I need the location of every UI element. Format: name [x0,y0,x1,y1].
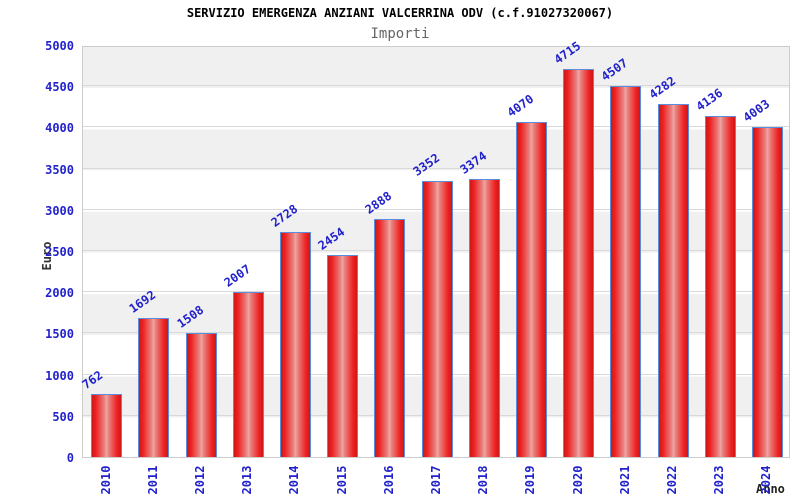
bar [138,317,170,457]
chart-subtitle: Importi [370,26,430,42]
bar-value-label: 3374 [457,148,489,177]
bar [185,332,217,457]
gridline [83,126,789,128]
bar [91,394,123,457]
y-tick-label: 4000 [45,121,74,136]
y-tick-label: 5000 [45,39,74,53]
bar [563,68,595,457]
chart-title: SERVIZIO EMERGENZA ANZIANI VALCERRINA OD… [186,6,614,20]
plot-area: 762 1692 1508 2007 2728 2454 2888 3352 3374 4070 4… [79,38,790,458]
bar-value-label: 4003 [740,96,773,126]
x-tick-label: 2010 [98,465,113,495]
x-tick-label: 2019 [523,465,538,495]
x-axis-title: Anno [756,482,785,496]
bar-value-label: 3352 [410,150,442,179]
bar-value-label: 2007 [221,261,253,290]
bar-value-label: 4136 [693,85,725,115]
y-tick-label: 500 [52,409,74,424]
bar-value-label: 1508 [174,302,206,331]
x-tick-label: 2018 [476,465,491,495]
bar [704,116,736,457]
y-tick-label: 3000 [45,203,74,218]
x-tick-label: 2017 [429,465,443,495]
bar [327,254,359,457]
bar [657,104,689,457]
y-tick-label: 0 [66,451,74,465]
bar-value-label: 2454 [315,224,348,253]
x-tick-label: 2011 [145,465,160,495]
gridline [83,85,789,87]
y-tick-label: 1000 [45,368,74,383]
bar-value-label: 4070 [504,91,537,120]
bar [232,291,264,457]
bar-value-label: 762 [79,368,106,393]
bar [515,121,547,457]
bar-value-label: 4715 [551,38,584,67]
y-tick-label: 2500 [45,245,74,259]
y-tick-label: 1500 [45,327,74,342]
x-tick-label: 2024 [759,465,774,495]
x-tick-label: 2022 [665,465,679,495]
bar-value-label: 2888 [362,188,395,217]
bar [421,180,453,457]
x-tick-label: 2014 [287,465,302,495]
x-tick-label: 2021 [617,465,632,495]
bar [279,232,311,457]
bar [374,219,406,457]
x-tick-label: 2016 [381,465,396,495]
x-tick-label: 2023 [712,465,727,495]
bar-value-label: 4282 [646,73,678,103]
bar [751,127,783,457]
x-tick-label: 2020 [570,465,585,495]
x-tick-label: 2015 [334,465,349,495]
y-tick-label: 3500 [45,162,74,177]
y-tick-label: 2000 [45,286,74,301]
bar [610,85,642,457]
gridline [83,167,789,169]
x-tick-label: 2013 [240,465,255,495]
x-tick-label: 2012 [193,465,207,495]
bar-value-label: 4507 [598,55,631,84]
bar [468,179,500,457]
bar-value-label: 2728 [268,201,301,231]
y-tick-label: 4500 [45,80,74,95]
